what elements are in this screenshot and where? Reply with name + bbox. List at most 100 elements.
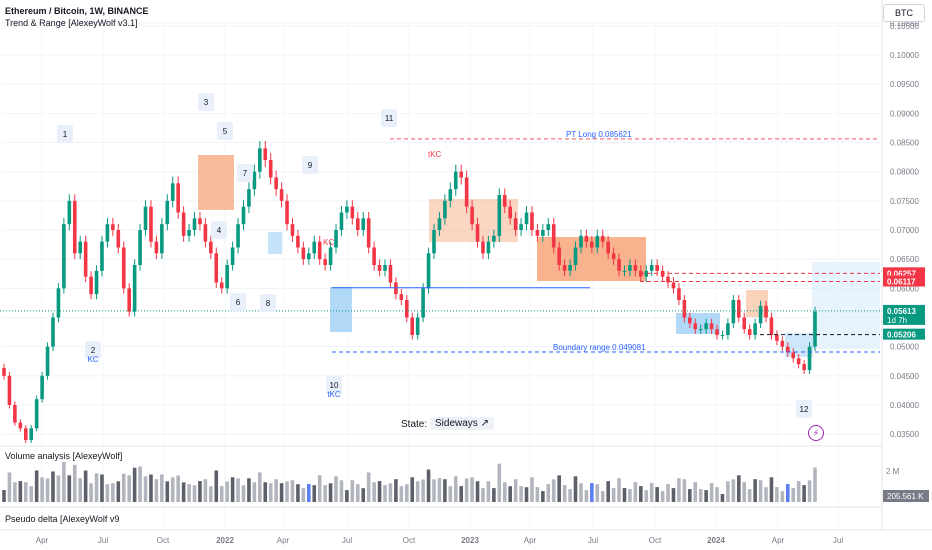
candle-body	[644, 270, 649, 277]
x-tick-label: Apr	[277, 536, 290, 545]
y-tick-label: 0.03500	[890, 430, 919, 439]
candle-body	[13, 405, 17, 423]
volume-bar	[448, 486, 453, 502]
candle-body	[328, 247, 333, 265]
volume-bar	[688, 489, 692, 502]
volume-bar	[13, 482, 17, 502]
candle-body	[475, 224, 480, 242]
volume-bar	[29, 486, 34, 502]
volume-pane-title[interactable]: Volume analysis [AlexeyWolf]	[5, 451, 123, 461]
candle-body	[355, 218, 360, 230]
volume-bar	[394, 479, 398, 502]
volume-bar	[317, 475, 322, 502]
candle-body	[470, 206, 474, 225]
grid	[0, 20, 882, 530]
symbol-compare-box[interactable]: BTC	[883, 4, 925, 22]
volume-bar	[785, 484, 790, 502]
candle-body	[23, 428, 28, 440]
candle-body	[448, 189, 453, 201]
candle-body	[132, 265, 137, 312]
candle-body	[247, 189, 251, 207]
delta-pane-title[interactable]: Pseudo delta [AlexeyWolf v9	[5, 514, 120, 524]
y-tick-label: 0.09500	[890, 80, 919, 89]
candle-body	[350, 206, 355, 219]
candle-body	[192, 218, 197, 230]
volume-bar	[682, 479, 687, 502]
candle-body	[633, 265, 638, 271]
volume-bar	[421, 479, 425, 502]
volume-bar	[530, 477, 534, 502]
price-label-bg	[883, 275, 925, 287]
candle-body	[622, 270, 627, 272]
x-tick-label: Jul	[98, 536, 108, 545]
candle-body	[726, 323, 730, 335]
y-tick-label: 0.05000	[890, 343, 919, 352]
candle-body	[62, 224, 66, 289]
volume-bar	[600, 491, 605, 502]
candle-body	[464, 177, 469, 207]
range-zone	[676, 313, 720, 334]
tkc-label-10: tKC	[327, 390, 341, 399]
volume-bar	[121, 473, 126, 502]
wave-marker-bg	[302, 156, 318, 174]
x-axis: Apr Jul Oct 2022 Apr Jul Oct 2023 Apr Jul Oct 2024 A…	[0, 529, 932, 545]
volume-bar	[497, 463, 502, 502]
candle-body	[34, 399, 39, 429]
candle-body	[203, 224, 208, 242]
volume-bar	[432, 479, 436, 502]
candle-body	[285, 200, 289, 225]
volume-bar	[731, 479, 736, 502]
candle-body	[160, 224, 164, 254]
volume-bar	[453, 476, 458, 502]
volume-bar	[579, 483, 583, 502]
candle-body	[40, 375, 44, 400]
lightning-icon[interactable]: ⚡	[808, 425, 824, 441]
indicator-title[interactable]: Trend & Range [AlexeyWolf v3.1]	[5, 18, 138, 28]
volume-bar	[541, 491, 545, 502]
volume-bar	[791, 488, 796, 502]
volume-bar	[698, 489, 703, 502]
volume-bar	[426, 469, 431, 502]
candle-body	[268, 160, 273, 178]
volume-bar	[345, 490, 349, 502]
boundary-label: Boundary range 0.049081	[553, 343, 646, 352]
volume-bar	[606, 481, 610, 502]
y-tick-label: 0.08000	[890, 168, 919, 177]
price-label-bg	[883, 304, 925, 325]
candle-body	[584, 235, 589, 242]
candle-body	[399, 294, 404, 300]
volume-bar	[736, 475, 741, 502]
wave-marker: 8	[266, 299, 271, 308]
volume-bar	[34, 470, 39, 502]
volume-bar	[715, 487, 719, 502]
price-label: 0.05206	[887, 331, 916, 340]
volume-bar	[263, 482, 268, 502]
candle-body	[764, 305, 768, 318]
volume-bar	[611, 488, 616, 502]
state-badge: Sideways ↗	[430, 417, 494, 430]
candle-body	[481, 241, 485, 254]
price-label-bg	[883, 328, 925, 340]
y-tick-label: 0.06000	[890, 284, 919, 293]
candle-body	[742, 317, 747, 330]
volume-bar	[377, 481, 382, 502]
candle-body	[176, 183, 180, 213]
candle-body	[334, 230, 338, 248]
range-zone	[330, 287, 352, 332]
volume-bar	[459, 486, 464, 502]
x-tick-label: Oct	[649, 536, 662, 545]
volume-bar	[274, 479, 278, 502]
candle-body	[29, 428, 34, 440]
x-tick-label: Apr	[772, 536, 785, 545]
candle-body	[453, 171, 458, 190]
wave-marker: 5	[223, 127, 228, 136]
candle-body	[535, 230, 540, 236]
volume-bar	[209, 486, 213, 502]
candle-body	[791, 352, 796, 359]
candle-body	[170, 183, 175, 201]
wave-marker-bg	[57, 125, 73, 143]
volume-bar	[170, 477, 175, 502]
volume-bar	[323, 485, 327, 502]
x-tick-label: 2022	[216, 536, 234, 545]
